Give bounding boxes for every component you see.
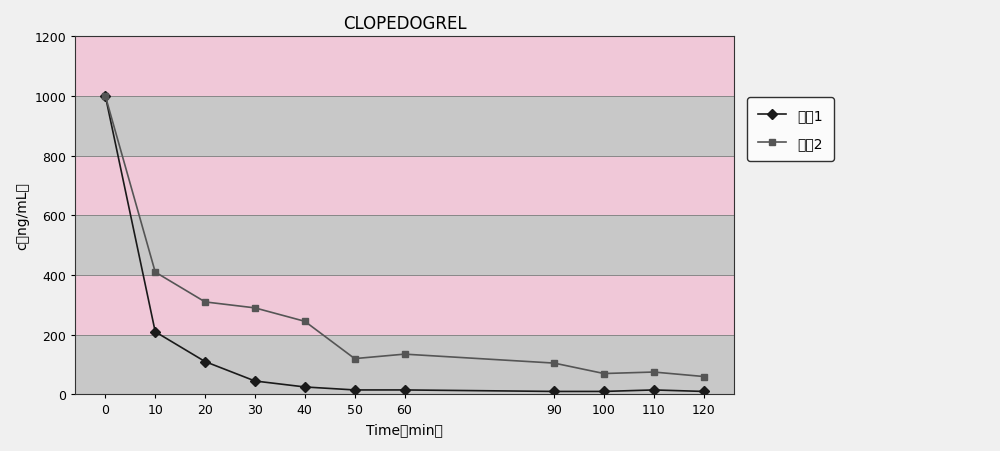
系列2	[698, 374, 710, 379]
Y-axis label: c（ng/mL）: c（ng/mL）	[15, 182, 29, 250]
系列1	[698, 389, 710, 394]
系列1	[149, 329, 161, 335]
系列2	[598, 371, 610, 377]
Bar	[75, 276, 734, 335]
系列1	[399, 387, 411, 393]
Bar	[75, 156, 734, 216]
系列2	[199, 299, 211, 305]
系列1	[249, 378, 261, 384]
Bar	[75, 37, 734, 97]
Legend: 系列1, 系列2: 系列1, 系列2	[747, 98, 834, 162]
系列2	[149, 270, 161, 275]
系列2	[399, 352, 411, 357]
Line: 系列1: 系列1	[102, 93, 707, 395]
系列2	[99, 94, 111, 100]
X-axis label: Time（min）: Time（min）	[366, 422, 443, 436]
系列2	[548, 360, 560, 366]
系列1	[99, 94, 111, 100]
Bar	[75, 335, 734, 395]
Bar	[75, 97, 734, 156]
系列2	[349, 356, 361, 362]
系列1	[299, 384, 311, 390]
系列2	[299, 319, 311, 324]
Title: CLOPEDOGREL: CLOPEDOGREL	[343, 15, 466, 33]
系列2	[249, 305, 261, 311]
系列1	[598, 389, 610, 394]
系列1	[548, 389, 560, 394]
系列1	[648, 387, 660, 393]
Line: 系列2: 系列2	[102, 93, 707, 380]
系列2	[648, 369, 660, 375]
系列1	[199, 359, 211, 364]
系列1	[349, 387, 361, 393]
Bar	[75, 216, 734, 276]
